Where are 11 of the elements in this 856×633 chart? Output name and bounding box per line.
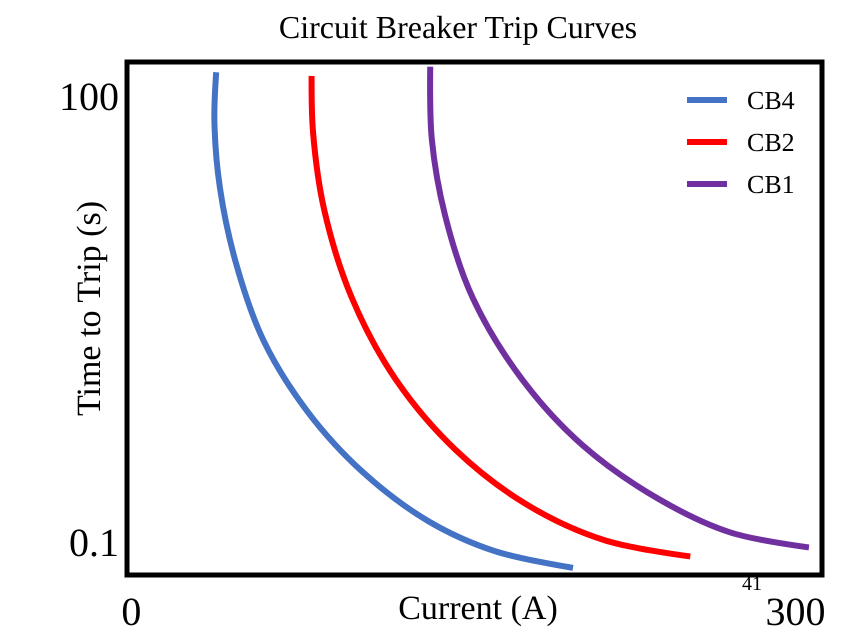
legend-label: CB4	[747, 86, 795, 116]
x-axis-title: Current (A)	[398, 590, 558, 627]
y-tick-label: 0.1	[69, 520, 119, 566]
y-tick-label: 100	[59, 74, 119, 120]
annotation: 41	[742, 573, 762, 595]
x-tick-label: 0	[121, 589, 142, 633]
legend-label: CB1	[747, 170, 795, 200]
legend-label: CB2	[747, 128, 795, 158]
x-tick-label: 300	[765, 589, 826, 633]
y-axis-title: Time to Trip (s)	[71, 200, 108, 416]
chart-title: Circuit Breaker Trip Curves	[278, 9, 638, 45]
